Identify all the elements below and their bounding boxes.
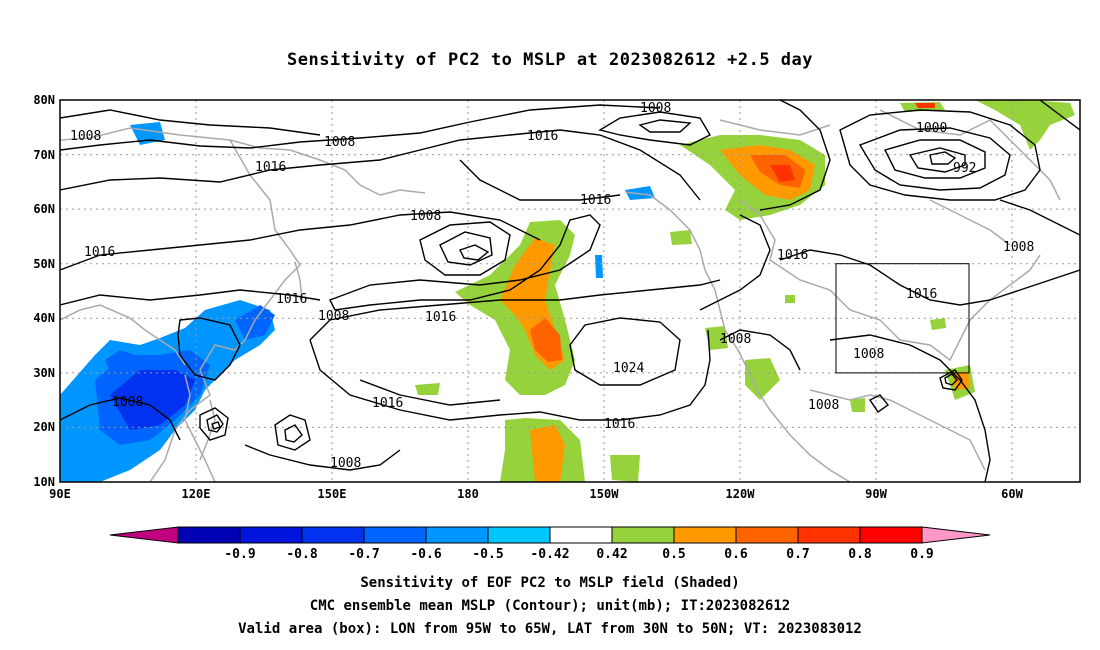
mslp-contours	[60, 100, 1080, 482]
lon-label: 150E	[318, 487, 347, 501]
colorbar-swatch	[363, 526, 427, 544]
colorbar-tick-label: 0.42	[596, 547, 627, 562]
lon-label: 180	[457, 487, 479, 501]
lon-label: 120E	[182, 487, 211, 501]
lat-label: 60N	[33, 202, 55, 216]
contour-label: 1008	[318, 309, 349, 324]
caption-line-2: CMC ensemble mean MSLP (Contour); unit(m…	[309, 598, 791, 614]
contour-label: 1016	[276, 292, 307, 307]
colorbar-low-triangle	[109, 526, 179, 544]
contour-label: 1016	[372, 396, 403, 411]
colorbar-tick-label: -0.9	[224, 547, 255, 562]
contour-label: 1008	[410, 209, 441, 224]
colorbar-tick-label: 0.5	[662, 547, 685, 562]
contour-label: 1016	[255, 160, 286, 175]
contour-label: 1008	[324, 135, 355, 150]
colorbar-swatch	[549, 526, 613, 544]
contour-label: 1008	[70, 129, 101, 144]
colorbar-tick-label: 0.9	[910, 547, 933, 562]
contour-label: 1008	[808, 398, 839, 413]
colorbar-tick-label: -0.6	[410, 547, 441, 562]
coastlines	[60, 109, 1061, 482]
lat-label: 10N	[33, 475, 55, 489]
lat-label: 30N	[33, 366, 55, 380]
lon-label: 90W	[865, 487, 887, 501]
colorbar-swatch	[425, 526, 489, 544]
colorbar-swatch	[797, 526, 861, 544]
contour-label: 1008	[330, 456, 361, 471]
caption-line-1: Sensitivity of EOF PC2 to MSLP field (Sh…	[360, 575, 740, 591]
colorbar-tick-label: -0.8	[286, 547, 317, 562]
contour-label: 1008	[640, 101, 671, 116]
contour-label: 1016	[527, 129, 558, 144]
colorbar-tick-label: 0.8	[848, 547, 872, 562]
colorbar-tick-label: -0.42	[530, 547, 569, 562]
colorbar-swatch	[239, 526, 303, 544]
lat-label: 20N	[33, 420, 55, 434]
chart-title: Sensitivity of PC2 to MSLP at 2023082612…	[286, 50, 813, 70]
lat-label: 80N	[33, 93, 55, 107]
caption-line-3: Valid area (box): LON from 95W to 65W, L…	[238, 621, 862, 637]
colorbar-tick-label: -0.7	[348, 547, 379, 562]
contour-label: 1016	[84, 245, 115, 260]
contour-label: 1016	[906, 287, 937, 302]
colorbar-swatch	[673, 526, 737, 544]
colorbar-swatch	[735, 526, 799, 544]
contour-label: 1016	[425, 310, 456, 325]
shaded-sensitivity	[60, 100, 1075, 482]
contour-label: 1008	[853, 347, 884, 362]
contour-label: 1024	[613, 361, 644, 376]
colorbar-tick-label: 0.7	[786, 547, 809, 562]
contour-label: 1008	[112, 395, 143, 410]
lon-label: 120W	[726, 487, 756, 501]
lat-label: 40N	[33, 311, 55, 325]
colorbar-swatch	[859, 526, 923, 544]
contour-label: 1008	[720, 332, 751, 347]
map-frame	[59, 99, 1081, 483]
contour-label: 992	[953, 161, 976, 176]
colorbar-swatch	[301, 526, 365, 544]
colorbar-tick-label: -0.5	[472, 547, 503, 562]
colorbar-high-triangle	[921, 526, 991, 544]
colorbar-swatch	[177, 526, 241, 544]
colorbar-tick-label: 0.6	[724, 547, 748, 562]
lat-label: 50N	[33, 257, 55, 271]
contour-label: 1016	[777, 248, 808, 263]
colorbar: -0.9 -0.8 -0.7 -0.6 -0.5 -0.42 0.42 0.5 0.6 0.7 0.…	[109, 526, 991, 562]
valid-area-box	[835, 263, 970, 374]
contour-label: 1008	[1003, 240, 1034, 255]
contour-label: 1016	[580, 193, 611, 208]
latitude-axis: 80N 70N 60N 50N 40N 30N 20N 10N	[33, 93, 55, 489]
lat-label: 70N	[33, 148, 55, 162]
lon-label: 60W	[1001, 487, 1023, 501]
colorbar-swatch	[611, 526, 675, 544]
colorbar-swatch	[487, 526, 551, 544]
contour-label: 1000	[916, 121, 947, 136]
lon-label: 150W	[590, 487, 620, 501]
lon-label: 90E	[49, 487, 71, 501]
longitude-axis: 90E 120E 150E 180 150W 120W 90W 60W	[49, 487, 1023, 501]
contour-label: 1016	[604, 417, 635, 432]
contour-labels: 1008 1008 1016 1016 1016 1008 1008 1016 …	[70, 101, 1034, 471]
